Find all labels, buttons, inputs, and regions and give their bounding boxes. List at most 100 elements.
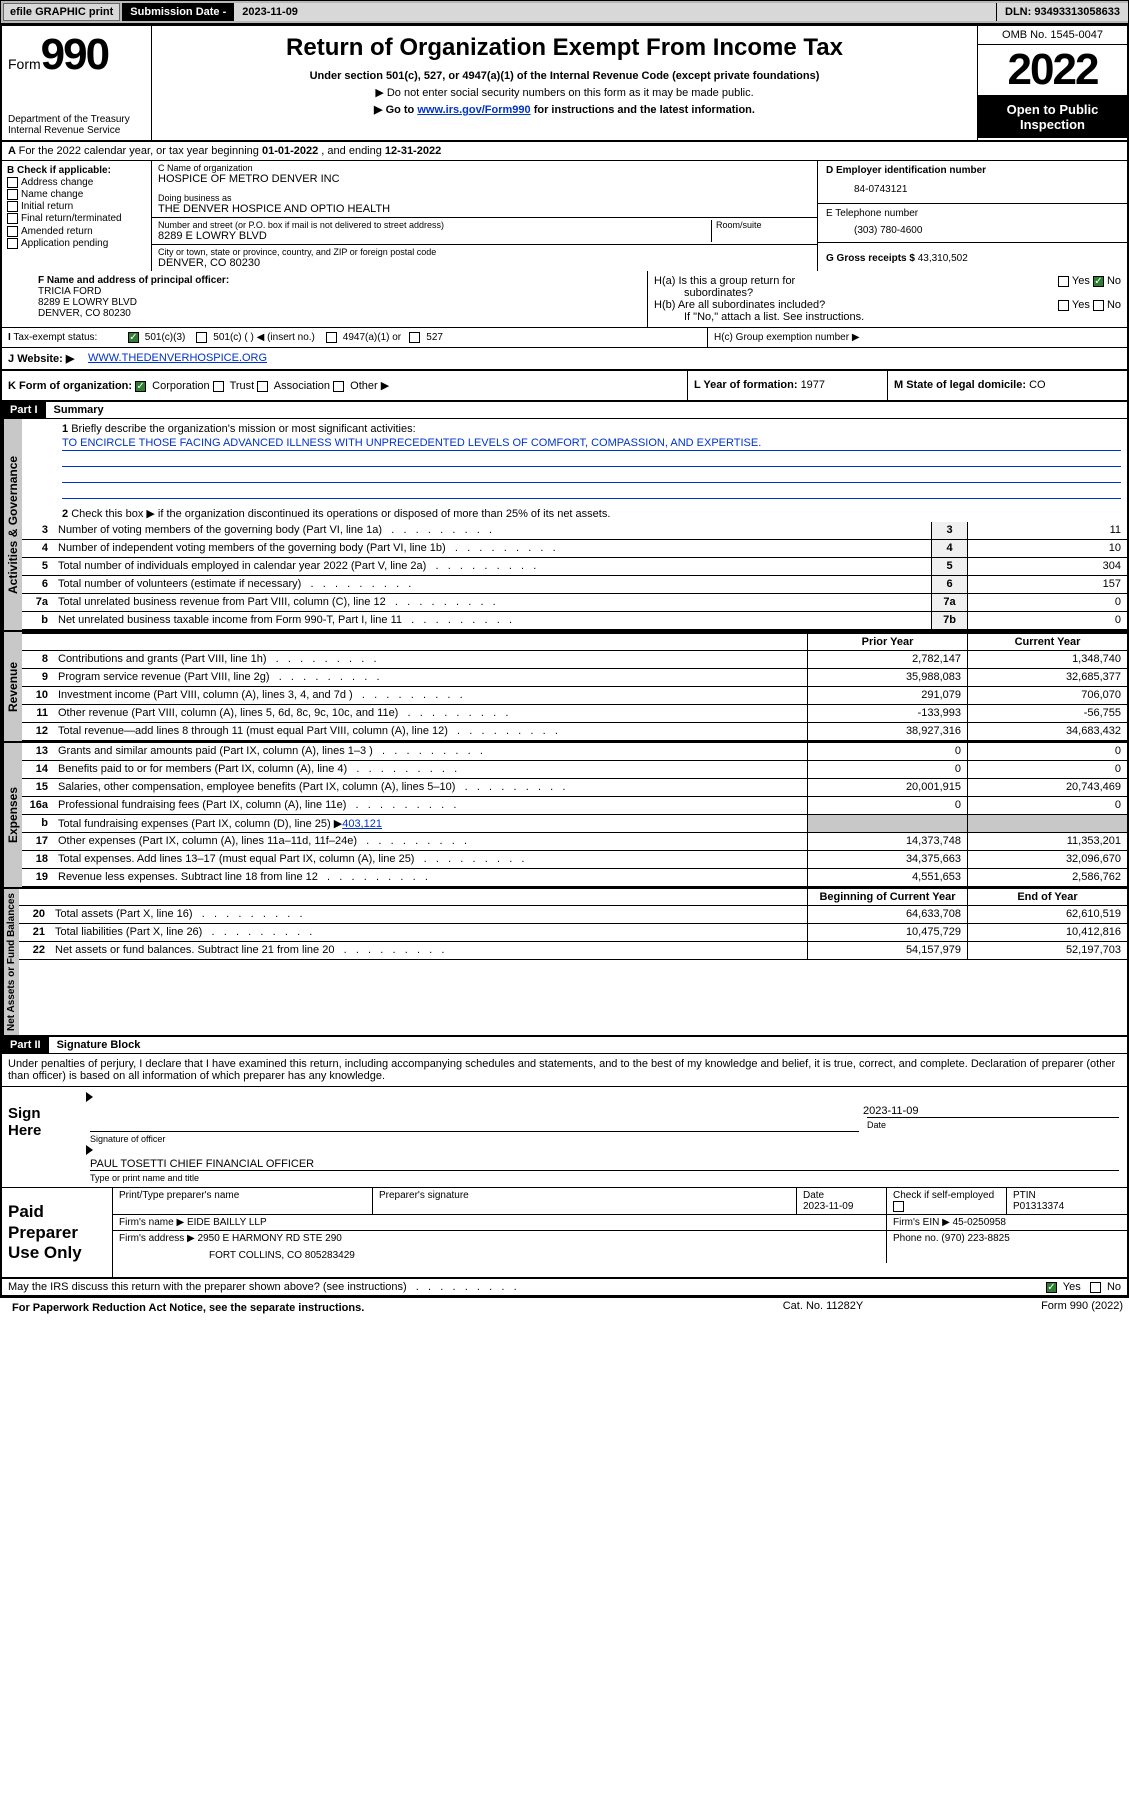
dba-value: THE DENVER HOSPICE AND OPTIO HEALTH xyxy=(158,203,811,215)
gov-line-b: b Net unrelated business taxable income … xyxy=(22,612,1127,630)
cb-amended-return[interactable]: Amended return xyxy=(7,226,146,237)
submission-date-label: Submission Date - xyxy=(122,3,234,21)
header-right: OMB No. 1545-0047 2022 Open to Public In… xyxy=(977,26,1127,140)
sign-here-label: Sign Here xyxy=(2,1087,82,1187)
cb-4947[interactable] xyxy=(326,332,337,343)
cb-assoc[interactable] xyxy=(257,381,268,392)
line2-text: Check this box ▶ if the organization dis… xyxy=(71,508,610,520)
section-expenses: Expenses 13 Grants and similar amounts p… xyxy=(2,743,1127,889)
ha-no[interactable] xyxy=(1093,276,1104,287)
sig-date: 2023-11-09 xyxy=(863,1105,1123,1117)
ein-value: 84-0743121 xyxy=(854,184,1119,195)
prep-sig-label: Preparer's signature xyxy=(373,1188,797,1214)
officer-addr2: DENVER, CO 80230 xyxy=(38,308,641,319)
discuss-yes[interactable] xyxy=(1046,1282,1057,1293)
cb-501c3[interactable] xyxy=(128,332,139,343)
gov-line-6: 6 Total number of volunteers (estimate i… xyxy=(22,576,1127,594)
irs-link[interactable]: www.irs.gov/Form990 xyxy=(417,104,530,116)
cb-self-employed[interactable] xyxy=(893,1201,904,1212)
form-title: Return of Organization Exempt From Incom… xyxy=(156,34,973,62)
sig-name-caption: Type or print name and title xyxy=(86,1173,1123,1183)
prep-date: 2023-11-09 xyxy=(803,1201,880,1212)
cb-initial-return[interactable]: Initial return xyxy=(7,201,146,212)
website-link[interactable]: WWW.THEDENVERHOSPICE.ORG xyxy=(88,352,267,364)
col-b-header: B Check if applicable: xyxy=(7,165,146,176)
gov-line-5: 5 Total number of individuals employed i… xyxy=(22,558,1127,576)
tax-year: 2022 xyxy=(978,45,1127,96)
line-18: 18 Total expenses. Add lines 13–17 (must… xyxy=(22,851,1127,869)
form-subtitle: Under section 501(c), 527, or 4947(a)(1)… xyxy=(156,70,973,82)
firm-phone: (970) 223-8825 xyxy=(941,1233,1009,1244)
line-20: 20 Total assets (Part X, line 16) 64,633… xyxy=(19,906,1127,924)
part2-title: Signature Block xyxy=(49,1037,149,1053)
arrow-icon xyxy=(86,1092,93,1102)
form-word: Form xyxy=(8,56,41,72)
section-revenue: Revenue Prior Year Current Year 8 Contri… xyxy=(2,632,1127,743)
tax-exempt-row: I Tax-exempt status: 501(c)(3) 501(c) ( … xyxy=(2,328,1127,348)
line-11: 11 Other revenue (Part VIII, column (A),… xyxy=(22,705,1127,723)
firm-addr2: FORT COLLINS, CO 805283429 xyxy=(119,1250,880,1261)
room-label: Room/suite xyxy=(716,220,811,230)
website-row: J Website: ▶ WWW.THEDENVERHOSPICE.ORG xyxy=(2,348,1127,371)
city-value: DENVER, CO 80230 xyxy=(158,257,811,269)
cb-app-pending[interactable]: Application pending xyxy=(7,238,146,249)
col-b-checkboxes: B Check if applicable: Address change Na… xyxy=(2,161,152,271)
col-c-org-info: C Name of organization HOSPICE OF METRO … xyxy=(152,161,817,271)
gov-line-7a: 7a Total unrelated business revenue from… xyxy=(22,594,1127,612)
street-label: Number and street (or P.O. box if mail i… xyxy=(158,220,711,230)
state-domicile: CO xyxy=(1029,379,1046,391)
vtab-revenue: Revenue xyxy=(2,632,22,741)
officer-label: F Name and address of principal officer: xyxy=(38,275,229,286)
year-formation: 1977 xyxy=(801,379,825,391)
line-14: 14 Benefits paid to or for members (Part… xyxy=(22,761,1127,779)
cb-trust[interactable] xyxy=(213,381,224,392)
sig-date-caption: Date xyxy=(863,1120,1123,1130)
hb-label: H(b) Are all subordinates included? xyxy=(654,299,1058,311)
k-form-row: K Form of organization: Corporation Trus… xyxy=(2,371,1127,402)
part1-title: Summary xyxy=(46,402,112,418)
prior-year-hdr: Prior Year xyxy=(807,634,967,650)
line-13: 13 Grants and similar amounts paid (Part… xyxy=(22,743,1127,761)
efile-print-button[interactable]: efile GRAPHIC print xyxy=(3,3,120,21)
section-f-h: F Name and address of principal officer:… xyxy=(2,271,1127,328)
gross-value: 43,310,502 xyxy=(918,253,968,264)
gov-line-3: 3 Number of voting members of the govern… xyxy=(22,522,1127,540)
cb-other[interactable] xyxy=(333,381,344,392)
omb-number: OMB No. 1545-0047 xyxy=(978,26,1127,45)
cb-527[interactable] xyxy=(409,332,420,343)
hb-no[interactable] xyxy=(1093,300,1104,311)
ein-label: D Employer identification number xyxy=(826,165,1119,176)
cb-corp[interactable] xyxy=(135,381,146,392)
sign-here-block: Sign Here Signature of officer 2023-11-0… xyxy=(2,1087,1127,1188)
cb-final-return[interactable]: Final return/terminated xyxy=(7,213,146,224)
section-net-assets: Net Assets or Fund Balances Beginning of… xyxy=(2,889,1127,1037)
officer-name: TRICIA FORD xyxy=(38,286,641,297)
ptin-value: P01313374 xyxy=(1013,1201,1121,1212)
hb-yes[interactable] xyxy=(1058,300,1069,311)
header-mid: Return of Organization Exempt From Incom… xyxy=(152,26,977,140)
form-number: 990 xyxy=(41,30,108,79)
cb-501c[interactable] xyxy=(196,332,207,343)
part2-bar: Part II Signature Block xyxy=(2,1037,1127,1054)
form-header: Form990 Department of the Treasury Inter… xyxy=(2,26,1127,142)
vtab-governance: Activities & Governance xyxy=(2,419,22,630)
line-17: 17 Other expenses (Part IX, column (A), … xyxy=(22,833,1127,851)
efile-topbar: efile GRAPHIC print Submission Date - 20… xyxy=(0,0,1129,24)
ha-yes[interactable] xyxy=(1058,276,1069,287)
part1-bar: Part I Summary xyxy=(2,402,1127,419)
perjury-declaration: Under penalties of perjury, I declare th… xyxy=(2,1054,1127,1087)
discuss-no[interactable] xyxy=(1090,1282,1101,1293)
gov-line-4: 4 Number of independent voting members o… xyxy=(22,540,1127,558)
cb-name-change[interactable]: Name change xyxy=(7,189,146,200)
section-bcd: B Check if applicable: Address change Na… xyxy=(2,161,1127,271)
paid-preparer-label: Paid Preparer Use Only xyxy=(2,1188,112,1277)
form-footer: Form 990 (2022) xyxy=(923,1300,1123,1316)
phone-label: E Telephone number xyxy=(826,208,1119,219)
phone-value: (303) 780-4600 xyxy=(854,225,1119,236)
calendar-year-line: A For the 2022 calendar year, or tax yea… xyxy=(2,142,1127,161)
cb-address-change[interactable]: Address change xyxy=(7,177,146,188)
line-8: 8 Contributions and grants (Part VIII, l… xyxy=(22,651,1127,669)
hc-label: H(c) Group exemption number ▶ xyxy=(707,328,1127,347)
paid-preparer-block: Paid Preparer Use Only Print/Type prepar… xyxy=(2,1188,1127,1279)
vtab-net-assets: Net Assets or Fund Balances xyxy=(2,889,19,1035)
